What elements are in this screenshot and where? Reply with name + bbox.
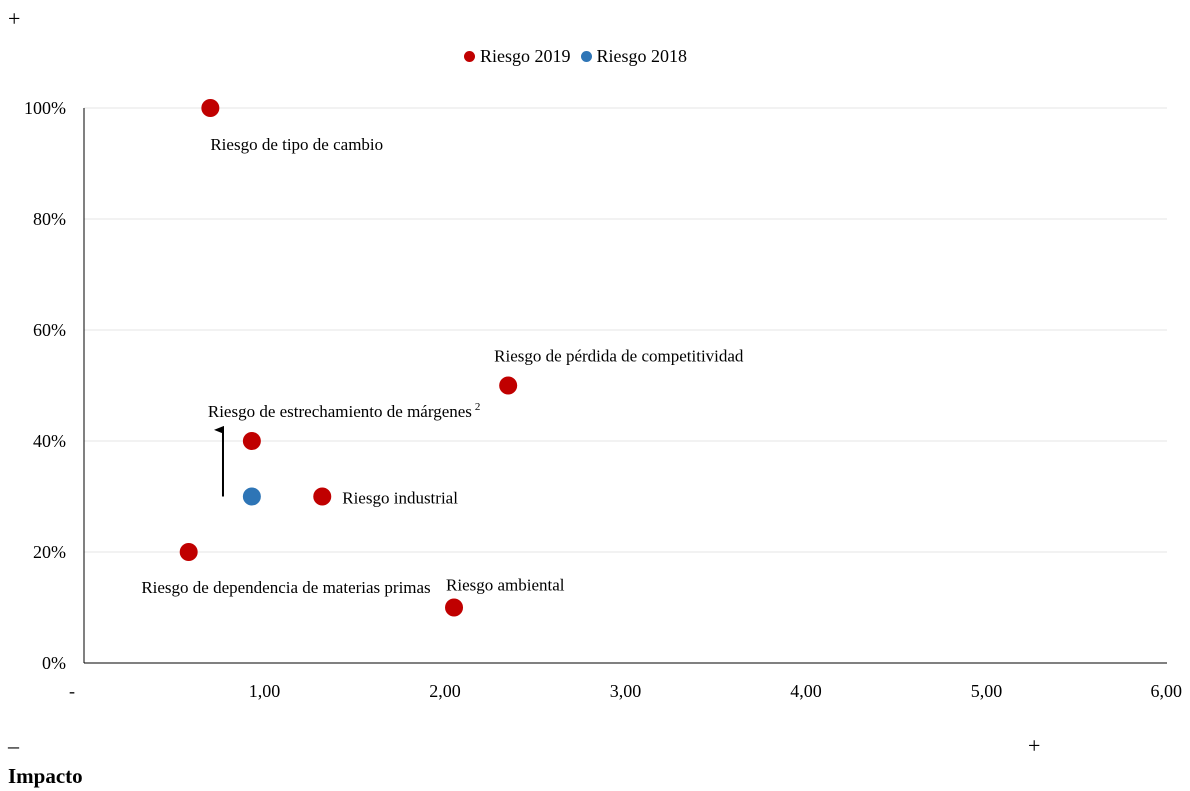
y-tick-label: 80% (33, 209, 66, 229)
point-label: Riesgo de dependencia de materias primas (141, 578, 430, 597)
label-superscript: 2 (475, 401, 481, 413)
y-tick-label: 20% (33, 542, 66, 562)
risk-scatter-chart: 0% 20% 40% 60% 80% 100% - 1,00 2,00 3,00 4,00 5,00 6… (24, 98, 1183, 701)
x-axis-title: Impacto (8, 764, 83, 788)
data-point-2019 (445, 598, 464, 617)
legend-marker-2019 (464, 51, 475, 62)
data-point-2019 (201, 99, 220, 117)
point-label: Riesgo de tipo de cambio (210, 135, 383, 154)
bottom-left-minus-marker: – (8, 733, 19, 758)
y-tick-label: 60% (33, 320, 66, 340)
data-point-2018 (242, 487, 261, 506)
x-tick-label: 5,00 (971, 681, 1003, 701)
bottom-right-plus-marker: + (1028, 733, 1041, 758)
data-point-2019 (499, 376, 518, 395)
x-tick-label: 4,00 (790, 681, 822, 701)
y-tick-label: 40% (33, 431, 66, 451)
x-tick-label: 2,00 (429, 681, 461, 701)
legend-item-2018: Riesgo 2018 (580, 46, 688, 67)
x-tick-label: 6,00 (1151, 681, 1183, 701)
chart-legend: Riesgo 2019 Riesgo 2018 (464, 46, 697, 67)
x-tick-label: 1,00 (249, 681, 281, 701)
point-label: Riesgo de estrechamiento de márgenes 2 (208, 401, 481, 421)
point-label: Riesgo ambiental (446, 576, 565, 595)
top-left-plus-marker: + (8, 6, 21, 31)
legend-marker-2018 (580, 51, 592, 62)
legend-label-2019: Riesgo 2019 (480, 46, 571, 66)
x-tick-label: - (69, 681, 75, 701)
data-point-2019 (242, 432, 261, 450)
point-label: Riesgo de pérdida de competitividad (494, 347, 744, 366)
legend-item-2019: Riesgo 2019 (464, 46, 571, 67)
data-point-2019 (313, 487, 332, 506)
data-point-2019 (179, 543, 198, 561)
x-tick-label: 3,00 (610, 681, 642, 701)
point-label: Riesgo industrial (342, 489, 458, 508)
legend-label-2018: Riesgo 2018 (596, 46, 688, 66)
y-tick-label: 100% (24, 98, 66, 118)
y-tick-label: 0% (42, 653, 66, 673)
